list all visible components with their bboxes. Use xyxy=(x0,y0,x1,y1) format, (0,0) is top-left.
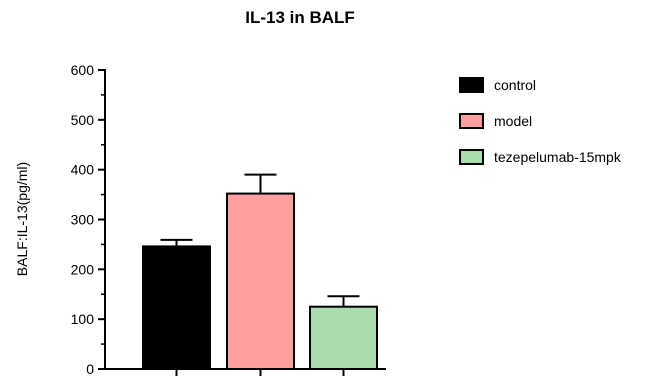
legend-label: model xyxy=(494,113,532,129)
bar-model xyxy=(226,192,295,370)
y-tick-label: 0 xyxy=(86,361,94,376)
legend-swatch xyxy=(459,77,484,93)
legend-swatch xyxy=(459,149,484,165)
bar-tezepelumab-15mpk xyxy=(309,305,378,371)
y-tick-label: 400 xyxy=(71,162,95,178)
y-tick-label: 600 xyxy=(71,62,95,78)
y-tick-label: 100 xyxy=(71,311,95,327)
y-tick-label: 500 xyxy=(71,112,95,128)
bar-control xyxy=(142,245,211,370)
y-axis-label: BALF:IL-13(pg/ml) xyxy=(14,162,30,276)
legend: control model tezepelumab-15mpk xyxy=(459,77,622,165)
legend-label: control xyxy=(494,77,536,93)
y-tick-label: 200 xyxy=(71,261,95,277)
legend-swatch xyxy=(459,113,484,129)
y-axis: 0 100 200 300 400 500 600 xyxy=(71,62,105,376)
bars xyxy=(142,173,378,376)
legend-label: tezepelumab-15mpk xyxy=(494,149,622,165)
chart-title: IL-13 in BALF xyxy=(245,8,355,27)
y-tick-label: 300 xyxy=(71,212,95,228)
